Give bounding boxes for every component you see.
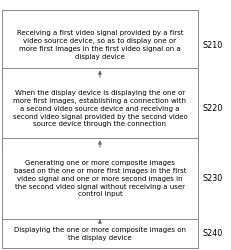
Text: S220: S220: [202, 104, 222, 113]
FancyBboxPatch shape: [2, 138, 198, 220]
Text: Receiving a first video signal provided by a first
video source device, so as to: Receiving a first video signal provided …: [17, 30, 183, 60]
FancyBboxPatch shape: [2, 10, 198, 80]
Text: S230: S230: [202, 174, 222, 183]
Text: S240: S240: [202, 229, 222, 238]
Text: Displaying the one or more composite images on
the display device: Displaying the one or more composite ima…: [14, 227, 186, 240]
FancyBboxPatch shape: [2, 220, 198, 248]
Text: Generating one or more composite images
based on the one or more first images in: Generating one or more composite images …: [14, 160, 186, 197]
Text: S210: S210: [202, 40, 222, 50]
FancyBboxPatch shape: [2, 68, 198, 150]
Text: When the display device is displaying the one or
more first images, establishing: When the display device is displaying th…: [12, 90, 187, 127]
